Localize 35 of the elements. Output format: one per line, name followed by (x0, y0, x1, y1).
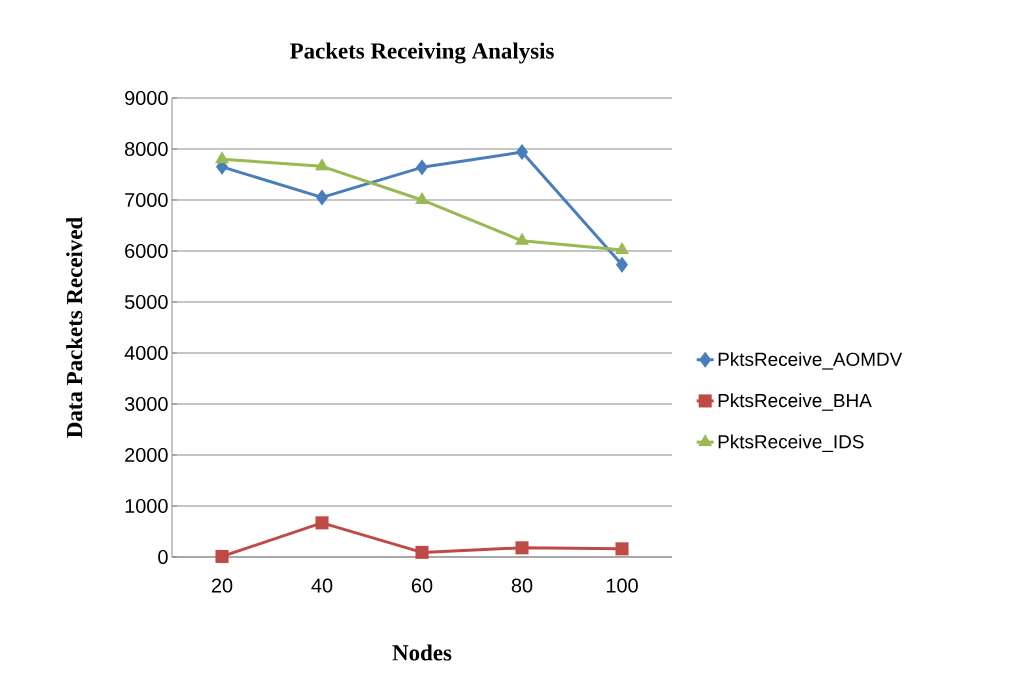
chart-title: Packets Receiving Analysis (290, 42, 554, 64)
point (515, 232, 529, 245)
legend-label: PktsReceive_AOMDV (718, 352, 903, 370)
legend-label: PktsReceive_BHA (718, 393, 872, 411)
point (415, 191, 429, 205)
point (615, 542, 629, 556)
point (315, 516, 329, 530)
y-tick-label: 2000 (125, 447, 168, 463)
point (615, 256, 629, 273)
y-tick-label: 7000 (125, 192, 168, 208)
point (215, 549, 229, 564)
x-tick-label: 100 (606, 578, 638, 593)
x-tick-label: 60 (411, 578, 433, 593)
y-tick-label: 5000 (124, 294, 168, 310)
point (315, 189, 329, 206)
point (515, 144, 529, 161)
x-tick-label: 80 (511, 578, 533, 593)
point (315, 158, 329, 171)
y-tick-label: 0 (158, 549, 168, 565)
point (215, 151, 229, 164)
point (615, 241, 629, 255)
point (415, 545, 429, 559)
point (515, 541, 529, 555)
y-tick-label: 4000 (124, 345, 168, 361)
y-axis-title: Data Packets Received (66, 217, 83, 438)
y-tick-label: 3000 (124, 396, 168, 412)
legend-label: PktsReceive_IDS (718, 434, 864, 452)
x-tick-label: 40 (311, 578, 333, 593)
y-tick-label: 6000 (125, 243, 168, 259)
y-tick-label: 1000 (125, 498, 168, 514)
x-tick-label: 20 (211, 578, 233, 593)
point (415, 159, 429, 176)
y-tick-label: 8000 (125, 141, 168, 157)
y-tick-label: 9000 (125, 90, 168, 106)
x-axis-title: Nodes (392, 644, 452, 661)
